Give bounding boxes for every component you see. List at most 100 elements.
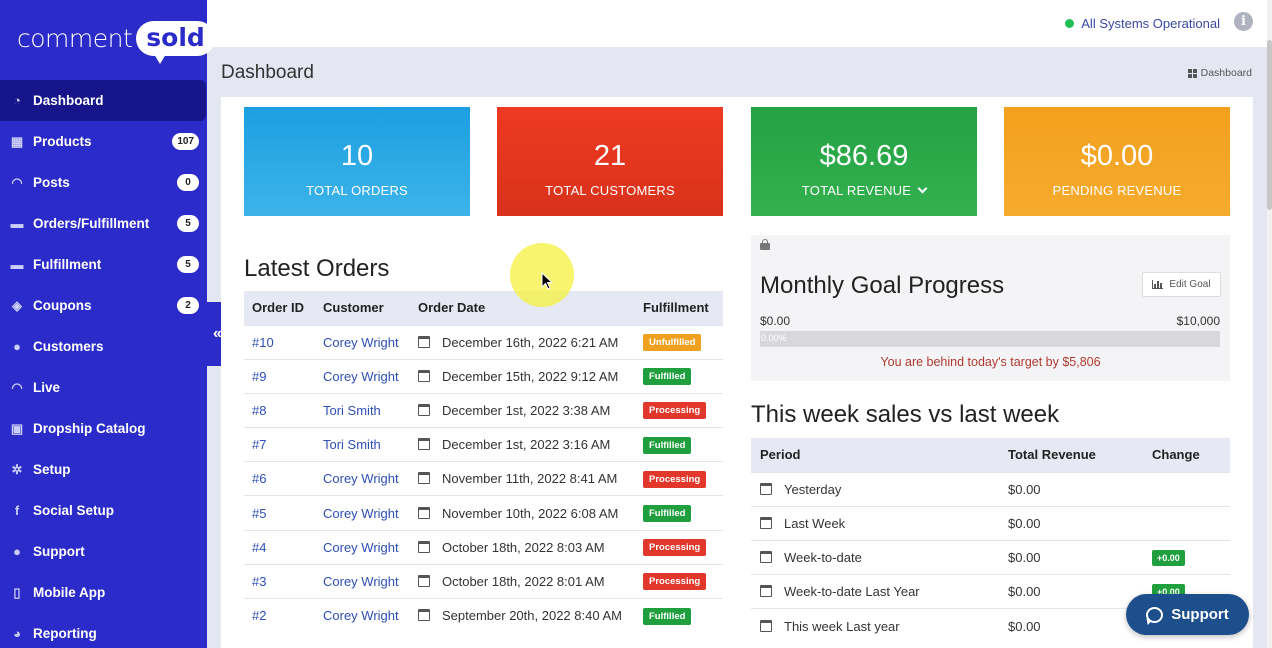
order-date: December 15th, 2022 9:12 AM bbox=[442, 368, 619, 384]
sidebar-item-coupons[interactable]: ◈ Coupons 2 bbox=[0, 285, 207, 326]
stat-total-customers[interactable]: 21 TOTAL CUSTOMERS bbox=[497, 107, 723, 216]
revenue-cell: $0.00 bbox=[999, 505, 1143, 541]
customer-link[interactable]: Corey Wright bbox=[323, 539, 399, 555]
count-badge: 2 bbox=[177, 297, 199, 314]
mobile-icon: ▯ bbox=[13, 584, 21, 600]
sidebar-nav: ◔ Dashboard ▦ Products 107 ◠ Posts 0 ▬ Orders/Ful… bbox=[0, 80, 207, 648]
sidebar-item-social-setup[interactable]: f Social Setup bbox=[0, 490, 207, 531]
stat-total-revenue[interactable]: $86.69 TOTAL REVENUE bbox=[751, 107, 977, 216]
chevron-double-left-icon: « bbox=[213, 325, 222, 342]
order-id-link[interactable]: #4 bbox=[252, 539, 267, 555]
order-id-link[interactable]: #7 bbox=[252, 437, 267, 453]
order-date-cell: December 15th, 2022 9:12 AM bbox=[410, 358, 635, 394]
column-header[interactable]: Fulfillment bbox=[635, 291, 723, 325]
customer-link[interactable]: Corey Wright bbox=[323, 505, 399, 521]
sidebar-item-customers[interactable]: ● Customers bbox=[0, 326, 207, 367]
revenue-cell: $0.00 bbox=[999, 539, 1143, 575]
table-header-row: Order ID Customer Order Date Fulfillment bbox=[244, 291, 723, 325]
status-dot-icon bbox=[1065, 19, 1075, 28]
order-id-link[interactable]: #5 bbox=[252, 505, 267, 521]
period-label: Week-to-date bbox=[784, 549, 862, 565]
topbar: All Systems Operational i bbox=[207, 0, 1267, 47]
truck-icon: ▬ bbox=[10, 257, 24, 272]
fulfillment-status-badge: Processing bbox=[643, 539, 707, 557]
table-row: #8 Tori Smith December 1st, 2022 3:38 AM Pr… bbox=[244, 392, 723, 428]
support-button-label: Support bbox=[1171, 606, 1229, 623]
sidebar-item-mobile-app[interactable]: ▯ Mobile App bbox=[0, 572, 207, 613]
table-row: #2 Corey Wright September 20th, 2022 8:40 … bbox=[244, 597, 723, 633]
order-id-link[interactable]: #10 bbox=[252, 334, 274, 350]
period-label: Last Week bbox=[784, 515, 846, 531]
breadcrumb: Dashboard bbox=[1187, 67, 1252, 79]
column-header[interactable]: Order ID bbox=[244, 291, 315, 325]
sidebar-item-live[interactable]: ◠ Live bbox=[0, 367, 207, 408]
sidebar-item-orders-fulfillment[interactable]: ▬ Orders/Fulfillment 5 bbox=[0, 203, 207, 244]
scrollbar-thumb[interactable] bbox=[1267, 40, 1272, 210]
breadcrumb-item[interactable]: Dashboard bbox=[1200, 67, 1252, 79]
chevron-down-icon[interactable] bbox=[917, 183, 928, 194]
count-badge: 5 bbox=[177, 256, 199, 273]
sidebar-item-label: Social Setup bbox=[33, 503, 115, 518]
lock-icon[interactable] bbox=[760, 239, 770, 250]
calendar-icon bbox=[760, 482, 772, 495]
column-header: Change bbox=[1143, 438, 1230, 472]
tag-icon: ◈ bbox=[12, 297, 22, 313]
period-cell: Yesterday bbox=[751, 471, 999, 507]
page-title: Dashboard bbox=[221, 62, 314, 83]
sidebar-item-fulfillment[interactable]: ▬ Fulfillment 5 bbox=[0, 244, 207, 285]
calendar-icon bbox=[418, 403, 430, 416]
sidebar-item-label: Support bbox=[33, 544, 85, 559]
order-id-link[interactable]: #6 bbox=[252, 471, 267, 487]
stat-pending-revenue[interactable]: $0.00 PENDING REVENUE bbox=[1004, 107, 1230, 216]
period-label: Week-to-date Last Year bbox=[784, 584, 920, 600]
customer-link[interactable]: Corey Wright bbox=[323, 471, 399, 487]
fulfillment-status-badge: Fulfilled bbox=[643, 607, 692, 625]
edit-goal-button[interactable]: Edit Goal bbox=[1142, 272, 1221, 297]
sidebar-item-posts[interactable]: ◠ Posts 0 bbox=[0, 162, 207, 203]
stat-label: TOTAL ORDERS bbox=[306, 183, 408, 198]
customer-link[interactable]: Corey Wright bbox=[323, 573, 399, 589]
order-id-link[interactable]: #2 bbox=[252, 608, 267, 624]
sidebar-item-reporting[interactable]: ◕ Reporting bbox=[0, 613, 207, 648]
column-header[interactable]: Customer bbox=[315, 291, 410, 325]
customer-link[interactable]: Corey Wright bbox=[323, 608, 399, 624]
order-id-link[interactable]: #9 bbox=[252, 368, 267, 384]
sidebar-item-dropship-catalog[interactable]: ▣ Dropship Catalog bbox=[0, 408, 207, 449]
support-chat-button[interactable]: Support bbox=[1126, 594, 1249, 635]
scrollbar[interactable] bbox=[1267, 0, 1272, 648]
order-id-link[interactable]: #8 bbox=[252, 402, 267, 418]
order-id-link[interactable]: #3 bbox=[252, 573, 267, 589]
revenue-cell: $0.00 bbox=[999, 574, 1143, 609]
order-date: December 16th, 2022 6:21 AM bbox=[442, 334, 619, 350]
sidebar-item-support[interactable]: ● Support bbox=[0, 531, 207, 572]
sidebar-item-label: Dropship Catalog bbox=[33, 421, 146, 436]
change-cell bbox=[1143, 505, 1230, 541]
period-label: This week Last year bbox=[784, 618, 900, 634]
customer-link[interactable]: Corey Wright bbox=[323, 368, 399, 384]
calendar-icon bbox=[418, 506, 430, 519]
fulfillment-status-badge: Fulfilled bbox=[643, 505, 692, 523]
order-date: November 10th, 2022 6:08 AM bbox=[442, 505, 619, 521]
customer-link[interactable]: Tori Smith bbox=[323, 402, 381, 418]
logo[interactable]: comment sold bbox=[17, 18, 215, 64]
fulfillment-status-badge: Processing bbox=[643, 573, 707, 591]
bar-chart-icon bbox=[1152, 280, 1164, 289]
goal-title: Monthly Goal Progress bbox=[760, 272, 1005, 299]
system-status[interactable]: All Systems Operational bbox=[1065, 16, 1220, 31]
change-cell bbox=[1143, 471, 1230, 507]
customer-link[interactable]: Tori Smith bbox=[323, 437, 381, 453]
sidebar-item-setup[interactable]: ✲ Setup bbox=[0, 449, 207, 490]
order-date-cell: October 18th, 2022 8:03 AM bbox=[410, 529, 635, 565]
fulfillment-status-badge: Fulfilled bbox=[643, 436, 692, 454]
period-cell: This week Last year bbox=[751, 608, 999, 643]
stat-total-orders[interactable]: 10 TOTAL ORDERS bbox=[244, 107, 470, 216]
sidebar-item-label: Setup bbox=[33, 462, 71, 477]
chat-bubble-icon bbox=[1146, 606, 1164, 623]
calendar-icon bbox=[418, 438, 430, 451]
info-icon[interactable]: i bbox=[1234, 12, 1253, 31]
order-date: September 20th, 2022 8:40 AM bbox=[442, 608, 622, 624]
user-icon: ● bbox=[13, 339, 21, 354]
sidebar-item-dashboard[interactable]: ◔ Dashboard bbox=[0, 80, 206, 121]
sidebar-item-products[interactable]: ▦ Products 107 bbox=[0, 121, 207, 162]
customer-link[interactable]: Corey Wright bbox=[323, 334, 399, 350]
